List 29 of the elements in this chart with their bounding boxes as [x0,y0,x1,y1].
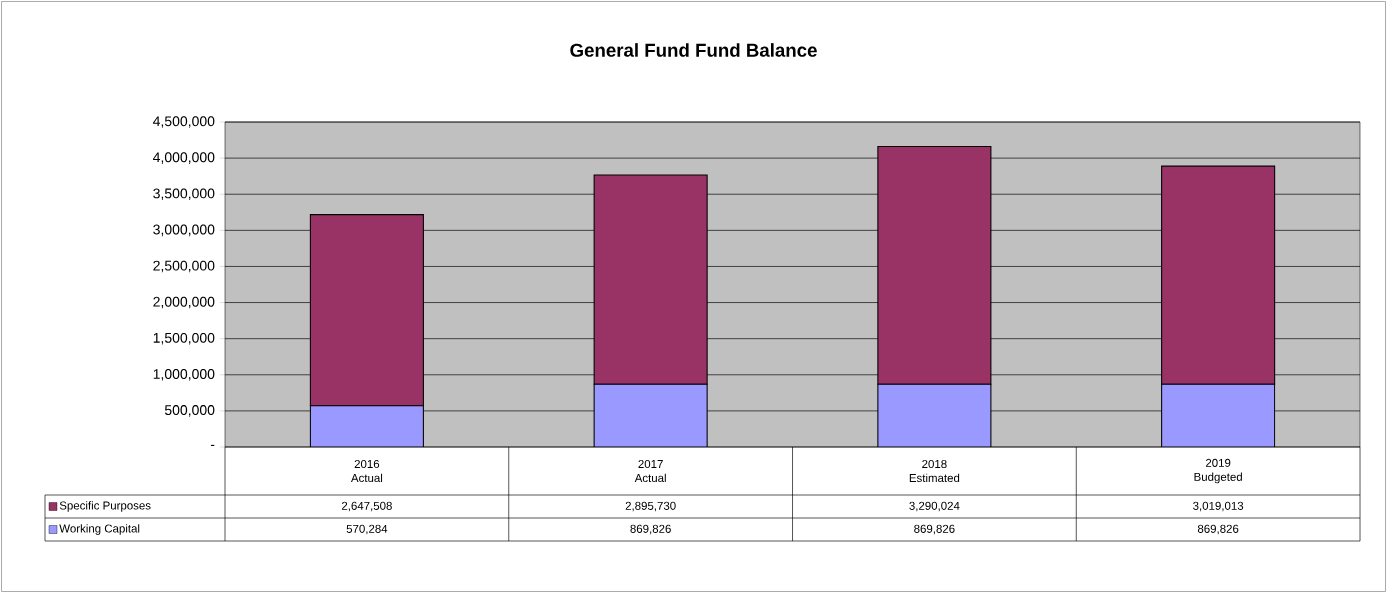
y-tick-label: 4,500,000 [152,116,215,128]
data-label: 869,826 [1197,524,1239,535]
y-tick-label: - [210,444,215,446]
y-tick-label: 500,000 [164,405,215,417]
y-tick-label: 3,500,000 [153,188,215,201]
data-label: 869,826 [630,524,671,535]
bar [1161,383,1276,448]
y-tick-label: 4,000,000 [152,152,215,164]
bar [309,405,424,448]
data-label: 2,647,508 [341,501,392,512]
y-tick-label: 2,500,000 [153,260,215,273]
data-label: 3,019,013 [1193,501,1244,512]
data-label: 2,895,730 [625,501,676,512]
x-tick-label: 2017 Actual [634,459,666,483]
chart-title: General Fund Fund Balance [570,43,817,57]
y-tick-label: 3,000,000 [153,224,215,237]
data-label: 570,284 [346,524,388,535]
y-tick-label: 1,000,000 [153,369,215,381]
x-tick-label: 2019 Budgeted [1194,458,1242,484]
bar [593,383,708,448]
data-label: 869,826 [914,524,955,535]
y-tick-label: 1,500,000 [153,332,215,345]
bar [877,383,992,448]
x-tick-label: 2018 Estimated [909,459,960,483]
y-tick-label: 2,000,000 [153,296,215,309]
data-label: 3,290,024 [909,501,960,512]
legend-label: Working Capital [59,524,140,535]
x-tick-label: 2016 Actual [350,459,383,483]
legend-label: Specific Purposes [59,501,151,512]
